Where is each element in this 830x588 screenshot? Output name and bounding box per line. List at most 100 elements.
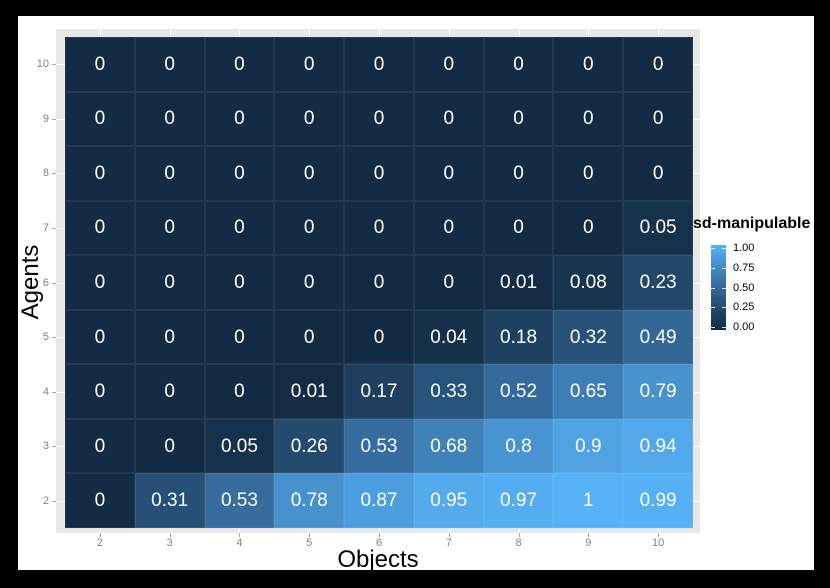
cell-value: 0: [373, 271, 385, 293]
x-tick-label: 4: [236, 537, 243, 549]
cell-value: 0: [234, 271, 245, 293]
colorbar-tick: [722, 287, 726, 289]
heatmap-cell: 0.01: [274, 364, 345, 419]
cell-value: 0: [583, 217, 594, 239]
legend-colorbar: [711, 245, 726, 330]
heatmap-cell: 0: [553, 200, 624, 256]
x-tick-label: 3: [166, 537, 173, 549]
cell-value: 0.68: [430, 435, 468, 457]
y-tick-mark: [52, 337, 56, 339]
heatmap-cell: 0: [65, 309, 135, 365]
heatmap-cell: 0: [483, 91, 554, 147]
cell-value: 0: [443, 108, 455, 130]
cell-value: 0: [373, 53, 385, 75]
x-tick-label: 6: [375, 537, 383, 549]
y-tick-label: 3: [42, 440, 49, 453]
heatmap-cell: 0: [65, 255, 135, 310]
cell-value: 0.01: [500, 271, 538, 293]
cell-value: 0: [94, 435, 106, 457]
cell-value: 0.52: [500, 381, 538, 403]
cell-value: 0: [234, 162, 245, 184]
heatmap-cell: 0: [134, 255, 205, 310]
legend-title: sd-manipulable: [693, 215, 811, 232]
cell-value: 0: [513, 162, 524, 184]
cell-value: 0: [164, 381, 175, 403]
heatmap-cell: 0: [553, 91, 624, 147]
cell-value: 0: [583, 108, 594, 130]
cell-value: 0.04: [430, 326, 468, 348]
heatmap-cell: 0: [274, 37, 345, 92]
y-tick-mark: [52, 282, 56, 284]
x-tick-label: 10: [651, 537, 665, 549]
x-tick-mark: [239, 533, 241, 537]
cell-value: 0.79: [639, 381, 677, 403]
cell-value: 0: [164, 435, 175, 457]
x-tick-label: 2: [96, 537, 103, 549]
y-tick-label: 10: [36, 58, 49, 71]
cell-value: 0: [94, 53, 106, 75]
colorbar-tick: [711, 327, 715, 328]
colorbar-tick: [722, 267, 726, 269]
cell-value: 0.9: [575, 435, 602, 457]
heatmap-cell: 0: [413, 255, 484, 310]
heatmap-cell: 0.95: [413, 473, 484, 528]
cell-value: 0.17: [360, 381, 398, 403]
heatmap-cell: 0: [413, 37, 484, 92]
heatmap-cell: 0: [483, 146, 554, 201]
y-tick-mark: [52, 227, 56, 229]
cell-value: 0: [234, 53, 245, 75]
x-tick-label: 5: [306, 537, 313, 549]
cell-value: 0: [652, 108, 664, 130]
y-tick-mark: [52, 173, 56, 175]
cell-value: 0.94: [639, 435, 677, 457]
x-tick-mark: [169, 533, 171, 537]
cell-value: 0: [94, 162, 106, 184]
heatmap-cell: 0.99: [623, 473, 693, 528]
heatmap-cell: 0: [204, 309, 275, 365]
cell-value: 0.33: [430, 381, 468, 403]
heatmap-cell: 0: [204, 91, 275, 147]
cell-value: 0: [583, 53, 594, 75]
cell-value: 0: [583, 162, 594, 184]
heatmap-cell: 0.8: [483, 418, 554, 474]
colorbar-tick: [711, 287, 715, 289]
colorbar-tick: [711, 267, 715, 269]
heatmap-cell: 0.53: [344, 418, 414, 474]
cell-value: 0.31: [151, 490, 189, 512]
heatmap-cell: 0.05: [623, 200, 693, 256]
cell-value: 0: [373, 108, 385, 130]
cell-value: 0: [164, 108, 175, 130]
heatmap-cell: 0.79: [623, 364, 693, 419]
legend-tick-label: 0.25: [733, 301, 755, 314]
heatmap-cell: 0: [483, 200, 554, 256]
x-axis-title: Objects: [337, 546, 419, 573]
heatmap-cell: 0: [274, 255, 345, 310]
cell-value: 0.97: [500, 490, 538, 512]
heatmap-cell: 1: [553, 473, 624, 528]
y-tick-label: 5: [42, 331, 49, 344]
heatmap-cell: 0.18: [483, 309, 554, 365]
heatmap-cell: 0.26: [274, 418, 345, 474]
cell-value: 0: [94, 217, 106, 239]
cell-value: 0: [513, 53, 524, 75]
cell-value: 0: [94, 326, 106, 348]
cell-value: 0: [652, 53, 664, 75]
cell-value: 0: [303, 53, 315, 75]
heatmap-cell: 0.78: [274, 473, 345, 528]
heatmap-cell: 0: [65, 364, 135, 419]
heatmap-cell: 0: [65, 473, 135, 528]
heatmap-cell: 0: [623, 146, 693, 201]
cell-value: 0.01: [290, 381, 328, 403]
y-tick-label: 2: [42, 494, 49, 507]
heatmap-cell: 0: [344, 200, 414, 256]
y-tick-label: 4: [42, 385, 49, 398]
heatmap-cell: 0.08: [553, 255, 624, 310]
y-tick-label: 8: [42, 167, 49, 180]
cell-value: 0: [164, 326, 175, 348]
heatmap-cell: 0: [204, 146, 275, 201]
heatmap-cell: 0: [344, 37, 414, 92]
cell-value: 0: [164, 53, 175, 75]
cell-value: 0.08: [569, 271, 607, 293]
x-tick-mark: [588, 533, 590, 537]
cell-value: 0: [234, 381, 245, 403]
